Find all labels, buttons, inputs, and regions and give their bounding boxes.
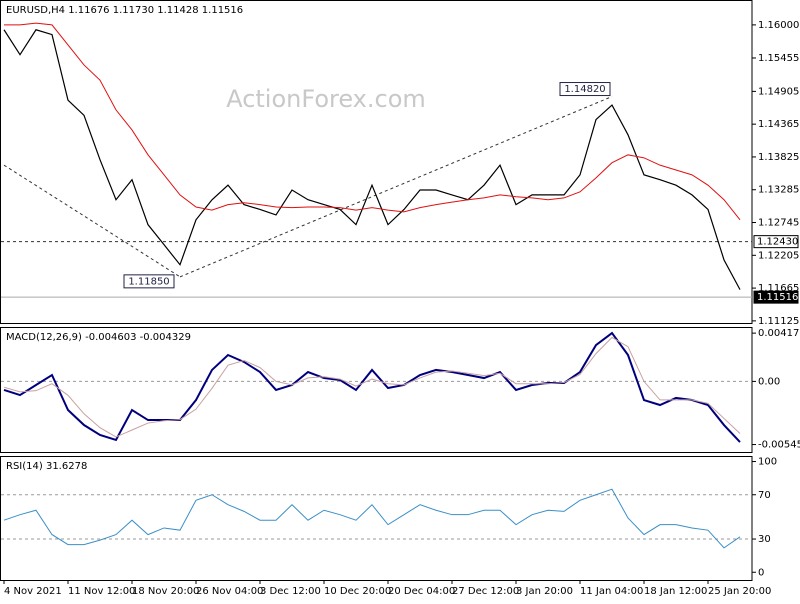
x-tick-label: 3 Jan 20:00 [516,586,573,597]
annotation-box [559,82,611,97]
panel-frame [0,456,753,581]
y-tick-label: 1.13285 [758,185,799,196]
price-label: 1.11516 [757,292,798,303]
x-tick-label: 25 Jan 20:00 [708,586,771,597]
x-tick-label: 3 Dec 12:00 [260,586,321,597]
y-tick-label: 1.13825 [758,152,799,163]
x-tick-label: 11 Jan 04:00 [580,586,643,597]
y-tick-label: 30 [758,534,771,545]
y-tick-label: 100 [758,457,777,468]
panel-title: EURUSD,H4 1.11676 1.11730 1.11428 1.1151… [6,5,243,16]
panel-title: MACD(12,26,9) -0.004603 -0.004329 [6,332,191,343]
x-tick-label: 18 Jan 12:00 [644,586,707,597]
x-tick-label: 27 Dec 12:00 [452,586,519,597]
panel-frame [0,0,753,324]
price-label-box [753,235,799,249]
panel-title: RSI(14) 31.6278 [6,461,87,472]
y-tick-label: 1.12205 [758,250,799,261]
annotation-label: 1.14820 [564,84,605,95]
trend-line [179,96,613,278]
y-tick-label: 1.14365 [758,119,799,130]
x-tick-label: 26 Nov 04:00 [196,586,263,597]
y-tick-label: 1.11665 [758,283,799,294]
x-tick-label: 11 Nov 12:00 [68,586,135,597]
series-line [3,488,741,549]
price-label: 1.12430 [757,237,798,248]
y-tick-label: 1.12745 [758,218,799,229]
annotation-label: 1.11850 [128,276,169,287]
y-tick-label: -0.005456 [758,440,800,451]
y-tick-label: 0 [758,567,764,578]
y-tick-label: 1.14905 [758,86,799,97]
y-tick-label: 1.15455 [758,53,799,64]
y-tick-label: 0.00 [758,376,780,387]
x-tick-label: 10 Dec 20:00 [324,586,391,597]
annotation-box [123,274,175,289]
price-label-box [753,290,799,304]
y-tick-label: 0.00417 [758,328,799,339]
watermark: ActionForex.com [226,85,426,113]
y-tick-label: 70 [758,490,771,501]
x-tick-label: 18 Nov 20:00 [132,586,199,597]
panel-frame [0,327,753,453]
y-tick-label: 1.11125 [758,316,799,327]
y-tick-label: 1.16000 [758,20,799,31]
series-line [3,336,741,438]
trend-line [3,164,181,278]
x-tick-label: 4 Nov 2021 [4,586,62,597]
series-line [4,22,741,221]
x-tick-label: 20 Dec 04:00 [388,586,455,597]
series-line [3,29,741,290]
